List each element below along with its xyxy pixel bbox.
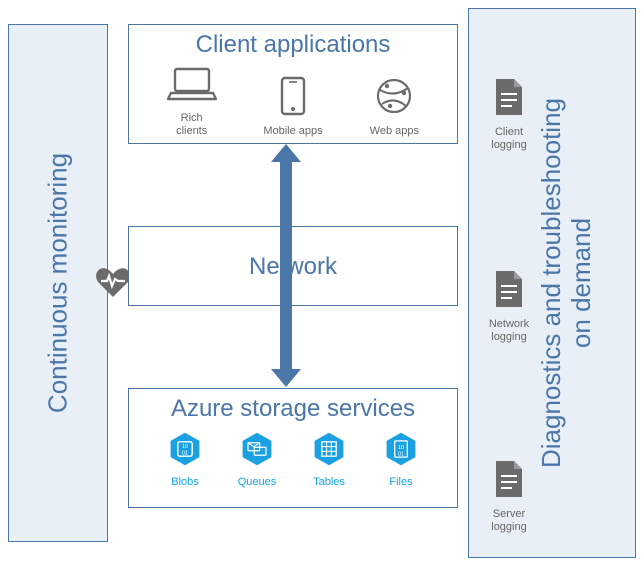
client-logging-item: Clientlogging xyxy=(481,77,537,152)
web-apps-label: Web apps xyxy=(370,125,419,138)
svg-text:10: 10 xyxy=(182,444,188,450)
network-logging-label: Networklogging xyxy=(481,318,537,344)
rich-clients-item: Richclients xyxy=(156,67,228,138)
document-icon xyxy=(492,296,526,313)
tables-item: Tables xyxy=(293,431,365,489)
queues-hex-icon xyxy=(239,431,275,472)
tables-label: Tables xyxy=(313,476,345,489)
mobile-apps-label: Mobile apps xyxy=(263,125,322,138)
storage-items-row: 10 01 Blobs Queues xyxy=(129,423,457,493)
diagnostics-label: Diagnostics and troubleshooting on deman… xyxy=(537,98,597,468)
server-logging-label: Serverlogging xyxy=(481,508,537,534)
svg-text:10: 10 xyxy=(398,445,404,451)
svg-text:01: 01 xyxy=(398,451,404,457)
client-items-row: Richclients Mobile apps xyxy=(129,59,457,142)
diagnostics-panel: Diagnostics and troubleshooting on deman… xyxy=(468,8,636,558)
blobs-label: Blobs xyxy=(171,476,199,489)
continuous-monitoring-panel: Continuous monitoring xyxy=(8,24,108,542)
queues-item: Queues xyxy=(221,431,293,489)
blobs-item: 10 01 Blobs xyxy=(149,431,221,489)
laptop-icon xyxy=(167,67,217,108)
bidirectional-arrow xyxy=(274,144,298,387)
document-icon xyxy=(492,104,526,121)
queues-label: Queues xyxy=(238,476,277,489)
azure-storage-box: Azure storage services 10 01 Blobs xyxy=(128,388,458,508)
tables-hex-icon xyxy=(311,431,347,472)
continuous-monitoring-label: Continuous monitoring xyxy=(43,153,74,413)
azure-storage-title: Azure storage services xyxy=(129,389,457,423)
svg-text:01: 01 xyxy=(182,450,188,456)
network-logging-item: Networklogging xyxy=(481,269,537,344)
web-apps-item: Web apps xyxy=(358,76,430,138)
files-hex-icon: 10 01 xyxy=(383,431,419,472)
rich-clients-label: Richclients xyxy=(176,112,207,138)
client-logging-label: Clientlogging xyxy=(481,126,537,152)
client-applications-title: Client applications xyxy=(129,25,457,59)
document-icon xyxy=(492,486,526,503)
files-label: Files xyxy=(389,476,412,489)
client-applications-box: Client applications Richclients xyxy=(128,24,458,144)
files-item: 10 01 Files xyxy=(365,431,437,489)
server-logging-item: Serverlogging xyxy=(481,459,537,534)
mobile-apps-item: Mobile apps xyxy=(257,76,329,138)
mobile-icon xyxy=(280,76,306,121)
blobs-hex-icon: 10 01 xyxy=(167,431,203,472)
globe-icon xyxy=(374,76,414,121)
